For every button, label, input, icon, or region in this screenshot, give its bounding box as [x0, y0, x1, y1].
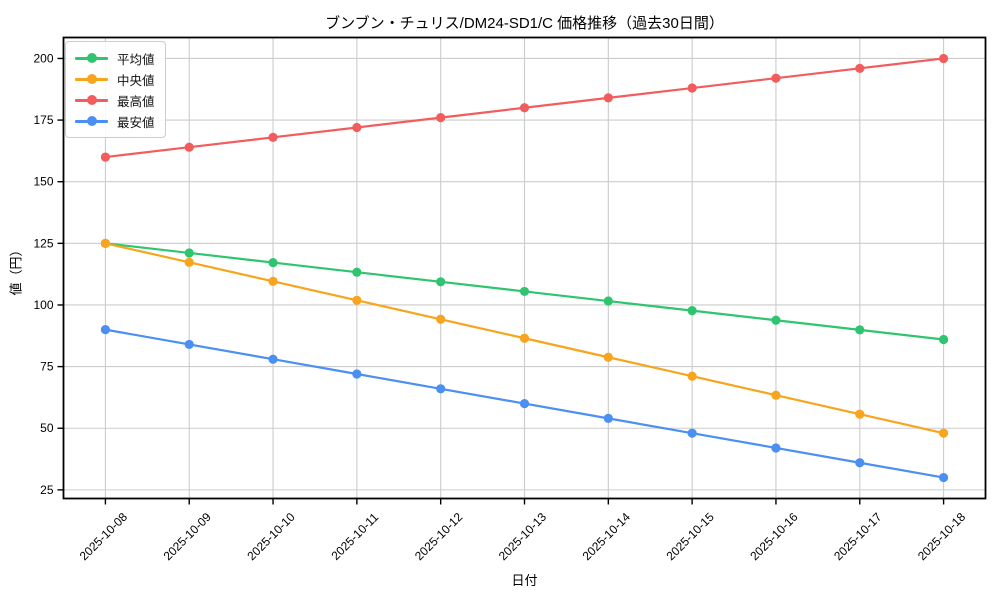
data-point-average	[352, 267, 362, 277]
data-point-median	[603, 352, 613, 362]
data-point-median	[519, 333, 530, 343]
x-tick-label: 2025-10-14	[580, 510, 634, 564]
data-point-average	[938, 334, 949, 345]
legend-line-dot-marker	[75, 95, 108, 105]
data-point-median	[436, 314, 446, 324]
x-tick-label: 2025-10-16	[747, 510, 801, 564]
data-point-max	[687, 83, 697, 93]
data-point-max	[352, 122, 362, 133]
x-tick-label: 2025-10-12	[412, 510, 466, 564]
legend-dot-swatch	[87, 95, 97, 105]
legend-line-dot-marker	[75, 53, 108, 63]
data-point-median	[100, 238, 111, 248]
y-tick-label: 175	[33, 113, 53, 127]
data-point-average	[184, 248, 194, 258]
data-point-median	[855, 409, 865, 419]
x-tick-label: 2025-10-10	[244, 510, 298, 564]
legend-dot-swatch	[87, 116, 97, 126]
y-tick-label: 50	[40, 421, 54, 435]
data-point-average	[519, 286, 530, 297]
data-point-median	[184, 257, 194, 267]
data-point-max	[603, 93, 613, 103]
data-point-median	[938, 428, 949, 438]
data-point-min	[687, 428, 697, 438]
data-point-min	[519, 398, 530, 409]
data-point-max	[771, 73, 781, 83]
data-point-max	[184, 142, 194, 152]
legend-item-median: 中央値	[75, 70, 155, 88]
y-tick-label: 150	[33, 175, 53, 189]
data-point-max	[938, 53, 949, 64]
data-point-min	[855, 458, 865, 468]
legend-item-min: 最安値	[75, 112, 155, 130]
y-axis-title: 値（円）	[8, 243, 24, 296]
y-tick-label: 75	[40, 360, 54, 374]
legend-label: 最安値	[117, 115, 155, 130]
y-tick-label: 25	[40, 483, 54, 497]
data-point-max	[100, 152, 111, 162]
data-point-max	[268, 132, 278, 142]
data-point-min	[100, 325, 111, 335]
legend-dot-swatch	[87, 74, 97, 84]
data-point-average	[855, 325, 865, 335]
y-tick-label: 125	[33, 236, 53, 250]
data-point-max	[855, 63, 865, 73]
legend-line-dot-marker	[75, 116, 108, 126]
x-tick-label: 2025-10-17	[831, 510, 885, 564]
data-point-min	[436, 384, 446, 394]
data-point-median	[771, 390, 781, 400]
legend-dot-swatch	[87, 53, 97, 63]
legend-box: 平均値中央値最高値最安値	[65, 41, 166, 138]
data-point-min	[268, 354, 278, 364]
data-point-average	[603, 296, 613, 306]
y-tick-label: 200	[33, 51, 53, 65]
data-point-median	[352, 295, 362, 305]
legend-item-average: 平均値	[75, 49, 155, 67]
data-point-average	[268, 257, 278, 268]
x-tick-label: 2025-10-18	[915, 510, 969, 564]
y-tick-label: 100	[33, 298, 53, 312]
data-point-max	[519, 103, 530, 113]
data-point-median	[268, 276, 278, 286]
x-tick-label: 2025-10-09	[161, 510, 215, 564]
data-point-min	[938, 472, 949, 483]
chart-title: ブンブン・チュリス/DM24-SD1/C 価格推移（過去30日間）	[325, 15, 724, 32]
x-tick-label: 2025-10-08	[77, 510, 131, 564]
legend-label: 中央値	[117, 73, 155, 88]
data-point-min	[771, 443, 781, 453]
data-point-average	[687, 306, 697, 316]
legend-item-max: 最高値	[75, 91, 155, 109]
x-tick-label: 2025-10-15	[663, 510, 717, 564]
data-point-median	[687, 371, 697, 381]
data-point-min	[184, 339, 194, 350]
data-point-max	[436, 113, 446, 123]
data-point-average	[771, 315, 781, 325]
legend-line-dot-marker	[75, 74, 108, 84]
x-axis-title: 日付	[511, 573, 538, 588]
legend-label: 平均値	[117, 52, 155, 67]
data-point-min	[603, 413, 613, 423]
data-point-min	[352, 369, 362, 379]
legend-label: 最高値	[117, 94, 155, 109]
x-tick-label: 2025-10-11	[329, 510, 382, 563]
data-point-average	[436, 277, 446, 287]
x-tick-label: 2025-10-13	[496, 510, 550, 564]
